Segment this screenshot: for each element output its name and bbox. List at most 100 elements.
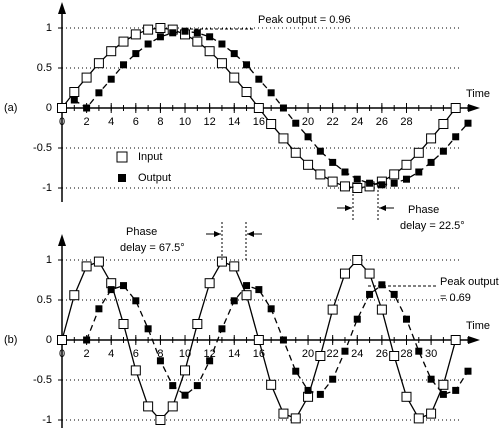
data-point	[401, 391, 412, 402]
data-point	[230, 50, 238, 58]
data-point	[389, 351, 400, 361]
data-point	[230, 297, 238, 305]
x-tick-label: 6	[133, 116, 139, 128]
data-point	[452, 386, 460, 394]
data-point	[155, 415, 166, 425]
x-tick-label: 22	[327, 348, 339, 360]
data-point	[83, 104, 91, 112]
x-tick-label: 30	[425, 348, 437, 360]
data-point	[118, 319, 129, 329]
phase-annotation: delay = 22.5°	[400, 220, 465, 232]
y-axis-arrow	[58, 2, 66, 14]
data-point	[339, 181, 350, 192]
data-point	[426, 133, 437, 144]
phase-annotation: delay = 67.5°	[120, 242, 185, 254]
data-point	[316, 390, 324, 398]
x-tick-label: 12	[204, 116, 216, 128]
data-point	[426, 408, 437, 419]
data-point	[450, 103, 461, 113]
panel-label: (b)	[4, 334, 17, 346]
data-point	[83, 336, 91, 344]
data-point	[292, 367, 300, 375]
data-point	[243, 61, 251, 69]
data-point	[106, 46, 117, 57]
data-point	[401, 159, 412, 170]
data-point	[218, 40, 226, 48]
data-point	[438, 119, 449, 129]
data-point	[57, 103, 67, 113]
data-point	[413, 147, 424, 158]
data-point	[192, 319, 203, 329]
data-point	[95, 305, 103, 313]
data-point	[415, 168, 423, 176]
data-point	[120, 61, 128, 69]
data-point	[452, 133, 460, 141]
x-axis-arrow	[468, 336, 480, 344]
data-point	[130, 29, 141, 40]
data-point	[464, 119, 472, 127]
data-point	[93, 58, 104, 69]
data-point	[389, 169, 400, 180]
data-point	[341, 347, 349, 355]
peak-annotation: = 0.69	[440, 292, 471, 304]
x-tick-label: 16	[253, 116, 265, 128]
x-tick-label: 24	[351, 116, 363, 128]
y-tick-label: -1	[42, 414, 52, 426]
data-point	[315, 169, 326, 180]
data-point	[327, 176, 338, 187]
data-point	[218, 325, 226, 333]
x-tick-label: 26	[376, 348, 388, 360]
data-point	[266, 119, 277, 129]
x-tick-label: 8	[157, 348, 163, 360]
data-point	[93, 256, 104, 267]
data-point	[450, 335, 461, 345]
data-point	[107, 75, 115, 83]
data-point	[378, 181, 386, 189]
data-point	[290, 147, 301, 158]
x-tick-label: 26	[376, 116, 388, 128]
data-point	[229, 261, 240, 272]
x-tick-label: 4	[108, 116, 114, 128]
data-point	[206, 33, 214, 41]
x-tick-label: 8	[157, 116, 163, 128]
data-point	[167, 401, 178, 412]
data-point	[107, 286, 115, 294]
data-point	[353, 315, 361, 323]
data-point	[169, 29, 177, 37]
data-point	[204, 46, 215, 57]
data-point	[155, 23, 166, 33]
data-point	[304, 133, 312, 141]
legend-marker	[116, 151, 128, 163]
x-tick-label: 20	[302, 348, 314, 360]
data-point	[341, 168, 349, 176]
data-point	[144, 40, 152, 48]
data-point	[118, 36, 129, 47]
data-point	[144, 325, 152, 333]
data-point	[243, 282, 251, 290]
data-point	[339, 268, 350, 279]
phase-annotation: Phase	[126, 226, 157, 238]
data-point	[364, 268, 375, 279]
data-point	[180, 365, 191, 376]
data-point	[278, 408, 289, 419]
x-axis-label: Time	[466, 88, 490, 100]
data-point	[253, 103, 264, 113]
data-point	[193, 382, 201, 390]
data-point	[439, 147, 447, 155]
data-point	[181, 27, 189, 35]
data-point	[415, 347, 423, 355]
data-point	[390, 179, 398, 187]
data-point	[253, 335, 264, 345]
data-point	[69, 87, 80, 97]
data-point	[81, 72, 92, 83]
data-point	[427, 158, 435, 166]
data-point	[303, 159, 314, 170]
y-tick-label: -0.5	[33, 374, 52, 386]
data-point	[70, 96, 78, 104]
data-point	[192, 36, 203, 47]
y-tick-label: 1	[46, 22, 52, 34]
data-point	[376, 304, 387, 315]
data-point	[279, 104, 287, 112]
x-tick-label: 20	[302, 116, 314, 128]
data-point	[229, 72, 240, 83]
